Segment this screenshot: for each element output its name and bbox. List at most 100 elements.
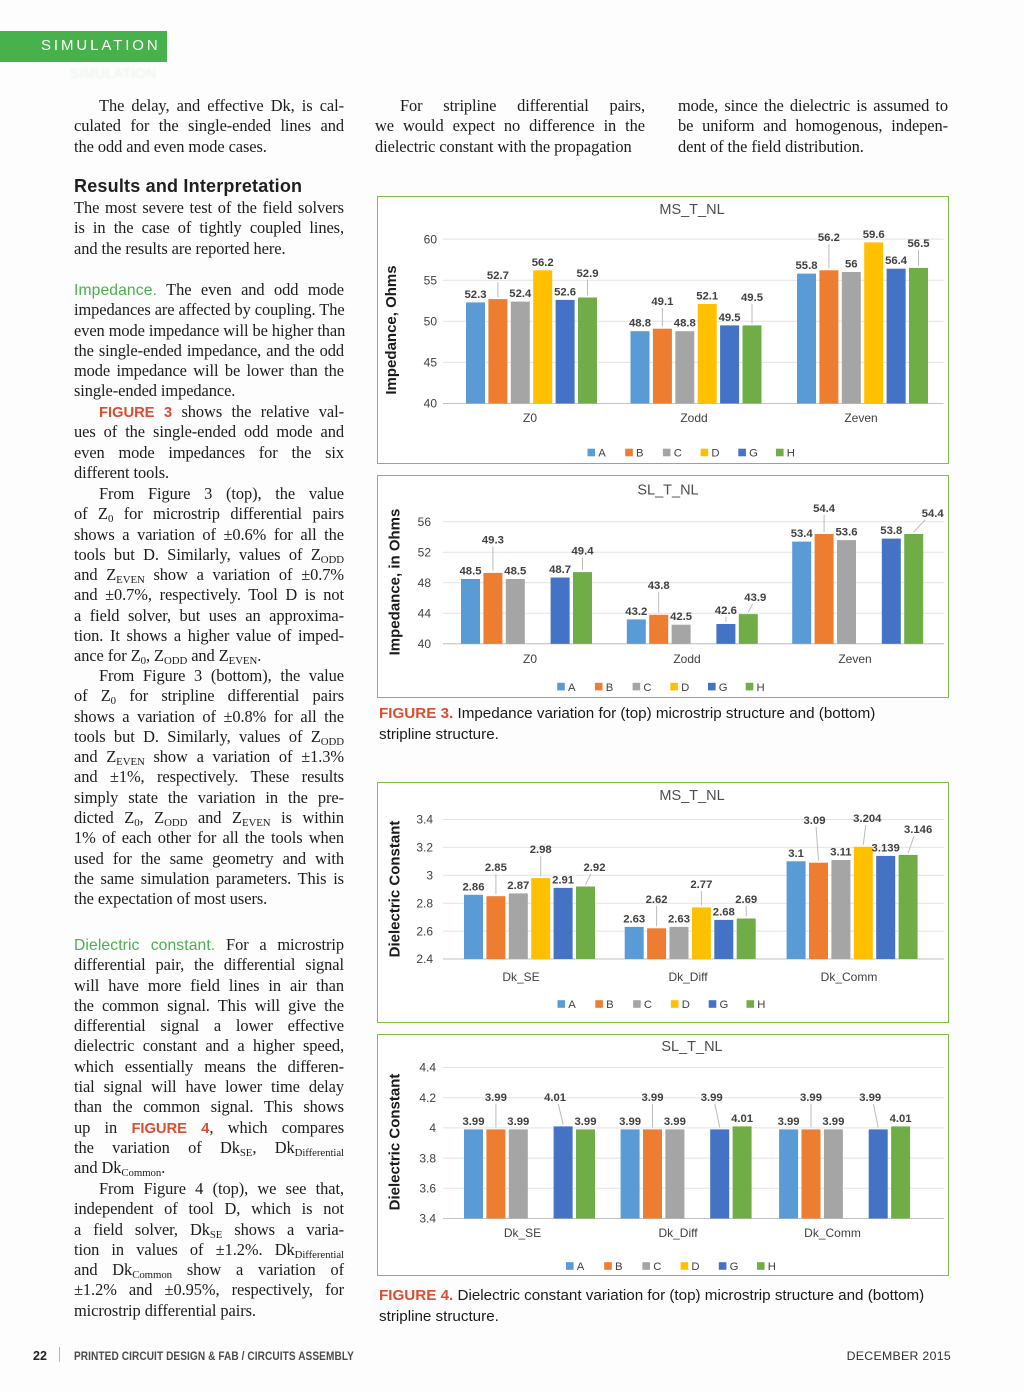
svg-text:48: 48 <box>418 576 432 590</box>
svg-text:54.4: 54.4 <box>922 508 945 520</box>
svg-text:2.63: 2.63 <box>668 913 690 925</box>
svg-text:Dk_Comm: Dk_Comm <box>821 970 878 984</box>
svg-text:2.98: 2.98 <box>530 844 552 856</box>
svg-text:2.77: 2.77 <box>690 879 712 891</box>
svg-text:49.1: 49.1 <box>651 296 673 308</box>
svg-text:Impedance, in Ohms: Impedance, in Ohms <box>387 509 404 656</box>
svg-text:C: C <box>653 1261 661 1273</box>
svg-text:Impedance, Ohms: Impedance, Ohms <box>383 265 400 394</box>
svg-text:54.4: 54.4 <box>813 503 836 515</box>
svg-text:C: C <box>643 682 651 694</box>
svg-text:3.99: 3.99 <box>485 1092 507 1104</box>
svg-text:B: B <box>606 682 614 694</box>
svg-text:3: 3 <box>426 869 433 883</box>
svg-text:H: H <box>757 999 765 1011</box>
svg-text:50: 50 <box>424 315 438 329</box>
svg-text:3.99: 3.99 <box>575 1116 597 1128</box>
svg-text:52: 52 <box>418 546 432 560</box>
svg-text:H: H <box>757 682 765 694</box>
svg-text:Dielectric Constant: Dielectric Constant <box>386 821 403 958</box>
svg-text:3.99: 3.99 <box>859 1092 881 1104</box>
svg-text:52.6: 52.6 <box>554 286 576 298</box>
svg-text:42.5: 42.5 <box>670 611 692 623</box>
svg-text:C: C <box>674 448 682 460</box>
svg-text:2.86: 2.86 <box>463 881 485 893</box>
svg-text:56.5: 56.5 <box>908 238 930 250</box>
svg-text:2.92: 2.92 <box>584 862 606 874</box>
svg-text:52.7: 52.7 <box>487 270 509 282</box>
svg-text:3.09: 3.09 <box>804 815 826 827</box>
svg-text:48.8: 48.8 <box>629 318 651 330</box>
svg-text:G: G <box>720 999 729 1011</box>
svg-text:Dielectric Constant: Dielectric Constant <box>386 1074 403 1211</box>
svg-text:B: B <box>636 448 644 460</box>
svg-text:60: 60 <box>424 232 438 246</box>
svg-text:Dk_Comm: Dk_Comm <box>804 1226 861 1240</box>
svg-text:G: G <box>730 1261 739 1273</box>
svg-text:59.6: 59.6 <box>863 229 885 241</box>
svg-text:3.4: 3.4 <box>419 1212 436 1226</box>
svg-text:A: A <box>568 682 576 694</box>
svg-text:49.4: 49.4 <box>572 546 595 558</box>
svg-text:3.146: 3.146 <box>904 824 932 836</box>
svg-text:Zeven: Zeven <box>844 411 877 425</box>
svg-text:2.63: 2.63 <box>623 913 645 925</box>
svg-text:3.99: 3.99 <box>507 1116 529 1128</box>
svg-text:3.99: 3.99 <box>664 1116 686 1128</box>
svg-text:4.01: 4.01 <box>890 1113 912 1125</box>
svg-text:2.69: 2.69 <box>735 894 757 906</box>
svg-text:2.8: 2.8 <box>416 896 433 910</box>
svg-text:2.62: 2.62 <box>646 894 668 906</box>
svg-text:44: 44 <box>418 607 432 621</box>
svg-text:2.91: 2.91 <box>552 874 574 886</box>
svg-text:H: H <box>787 448 795 460</box>
svg-text:3.99: 3.99 <box>619 1116 641 1128</box>
svg-text:2.87: 2.87 <box>507 880 529 892</box>
svg-text:3.6: 3.6 <box>419 1182 436 1196</box>
svg-text:Zeven: Zeven <box>838 652 871 666</box>
svg-text:H: H <box>768 1261 776 1273</box>
svg-text:Dk_Diff: Dk_Diff <box>658 1226 698 1240</box>
svg-text:48.7: 48.7 <box>549 564 571 576</box>
svg-text:55: 55 <box>424 273 438 287</box>
svg-text:Zodd: Zodd <box>680 411 707 425</box>
svg-text:MS_T_NL: MS_T_NL <box>659 202 724 218</box>
svg-text:3.204: 3.204 <box>853 813 882 825</box>
svg-text:45: 45 <box>424 356 438 370</box>
svg-text:D: D <box>691 1261 699 1273</box>
svg-text:Dk_SE: Dk_SE <box>504 1226 541 1240</box>
svg-text:C: C <box>644 999 652 1011</box>
svg-text:49.5: 49.5 <box>741 292 763 304</box>
svg-text:42.6: 42.6 <box>715 605 737 617</box>
svg-text:49.5: 49.5 <box>719 312 741 324</box>
svg-text:3.139: 3.139 <box>872 842 900 854</box>
svg-text:4: 4 <box>429 1121 436 1135</box>
svg-text:3.99: 3.99 <box>463 1116 485 1128</box>
svg-text:52.1: 52.1 <box>696 291 718 303</box>
svg-text:G: G <box>719 682 728 694</box>
svg-text:Z0: Z0 <box>523 652 537 666</box>
svg-text:Dk_Diff: Dk_Diff <box>668 970 708 984</box>
svg-text:2.85: 2.85 <box>485 862 507 874</box>
svg-text:3.99: 3.99 <box>800 1092 822 1104</box>
svg-text:43.8: 43.8 <box>648 580 670 592</box>
svg-text:53.8: 53.8 <box>880 525 902 537</box>
svg-text:2.6: 2.6 <box>416 924 433 938</box>
svg-text:SL_T_NL: SL_T_NL <box>661 1039 722 1055</box>
svg-text:56.4: 56.4 <box>885 255 908 267</box>
svg-text:3.99: 3.99 <box>822 1116 844 1128</box>
svg-text:3.8: 3.8 <box>419 1151 436 1165</box>
svg-text:SL_T_NL: SL_T_NL <box>637 483 698 499</box>
svg-text:B: B <box>615 1261 623 1273</box>
svg-text:3.99: 3.99 <box>701 1092 723 1104</box>
svg-text:3.99: 3.99 <box>778 1116 800 1128</box>
svg-text:A: A <box>577 1261 585 1273</box>
svg-text:2.68: 2.68 <box>713 906 735 918</box>
svg-text:2.4: 2.4 <box>416 952 433 966</box>
svg-text:49.3: 49.3 <box>482 535 504 547</box>
svg-text:Zodd: Zodd <box>673 652 700 666</box>
svg-text:4.01: 4.01 <box>544 1092 566 1104</box>
svg-text:4.4: 4.4 <box>419 1061 436 1075</box>
svg-text:40: 40 <box>418 637 432 651</box>
svg-text:B: B <box>606 999 614 1011</box>
